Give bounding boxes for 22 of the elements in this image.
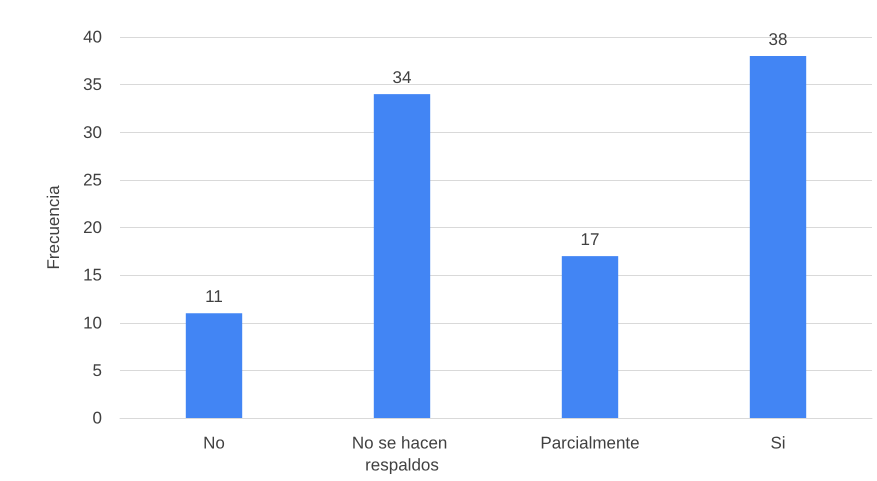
data-label: 34 [392,68,412,88]
y-tick-label: 20 [83,218,102,237]
y-tick-label: 25 [83,170,102,190]
y-tick-label: 35 [83,75,102,94]
x-tick-label: Parcialmente [540,434,640,452]
x-tick-label: No [203,434,225,452]
y-tick-label: 10 [83,313,102,332]
data-label: 11 [205,287,223,306]
bar [186,313,242,418]
data-label: 17 [580,230,600,250]
bar [374,94,430,418]
y-axis-title: Frecuencia [44,184,63,270]
bar [750,56,806,418]
y-tick-label: 40 [83,28,102,46]
y-tick-label: 5 [92,360,102,380]
bar [562,256,618,418]
data-label: 38 [768,30,788,50]
y-tick-label: 15 [83,266,102,285]
x-tick-label: No se hacen respaldos [352,434,452,474]
y-tick-label: 30 [83,122,102,142]
x-tick-label: Si [770,434,786,452]
y-tick-label: 0 [92,408,102,428]
